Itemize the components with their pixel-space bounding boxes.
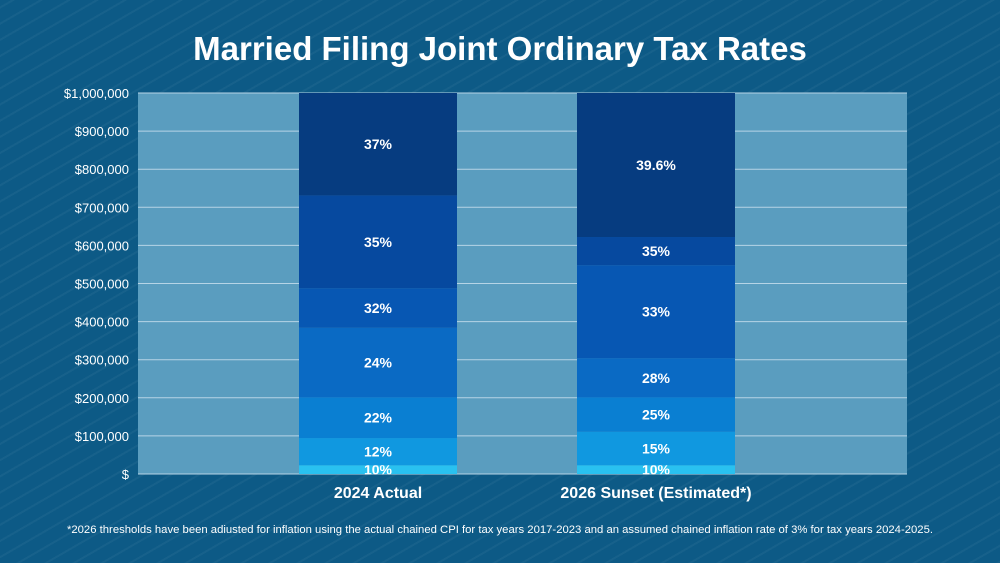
bar-segment [577,431,735,466]
segment-rate-label: 35% [642,243,671,259]
segment-rate-label: 35% [364,234,393,250]
bar-segment [577,465,735,474]
page-title: Married Filing Joint Ordinary Tax Rates [193,30,807,67]
y-tick-label: $600,000 [75,238,129,253]
footnote: *2026 thresholds have been adiusted for … [66,524,934,536]
bar-segment [577,265,735,359]
bar-segment [577,237,735,266]
y-axis: $ $100,000 $200,000 $300,000 $400,000 $500,00… [64,86,130,482]
y-tick-label: $500,000 [75,277,129,292]
bar-stack: 10% 15% 25% 28% 33% 35% 39.6% [577,93,735,478]
bar-segment [299,93,457,196]
bars: 10% 12% 22% 24% 32% 35% 37% 10% 15% 25% 28% 33% 35% 3… [299,93,735,478]
segment-rate-label: 24% [364,355,393,371]
bar-segment [299,327,457,398]
gridlines [138,92,907,475]
segment-rate-label: 22% [364,410,393,426]
bar-segment [577,358,735,398]
segment-rate-label: 15% [642,440,671,456]
bar-segment [299,195,457,289]
category-label: 2026 Sunset (Estimated*) [560,485,751,502]
y-tick-label: $100,000 [75,429,129,444]
bar-stack: 10% 12% 22% 24% 32% 35% 37% [299,93,457,478]
segment-rate-label: 12% [364,444,393,460]
y-tick-label: $400,000 [75,315,129,330]
y-tick-label: $800,000 [75,162,129,177]
y-tick-label: $ [122,467,130,482]
y-tick-label: $1,000,000 [64,86,129,101]
bar-segment [299,397,457,439]
category-label: 2024 Actual [334,485,422,502]
y-tick-label: $300,000 [75,353,129,368]
bar-segment [299,465,457,474]
x-axis: 2024 Actual 2026 Sunset (Estimated*) [334,485,752,502]
segment-rate-label: 33% [642,304,671,320]
segment-rate-label: 10% [364,462,393,478]
y-tick-label: $900,000 [75,124,129,139]
segment-rate-label: 37% [364,136,393,152]
segment-rate-label: 10% [642,462,671,478]
y-tick-label: $700,000 [75,200,129,215]
bar-segment [577,93,735,238]
bar-segment [299,438,457,466]
bar-segment [299,288,457,328]
bar-segment [577,397,735,432]
segment-rate-label: 28% [642,370,671,386]
segment-rate-label: 32% [364,300,393,316]
segment-rate-label: 39.6% [636,157,676,173]
segment-rate-label: 25% [642,407,671,423]
y-tick-label: $200,000 [75,391,129,406]
